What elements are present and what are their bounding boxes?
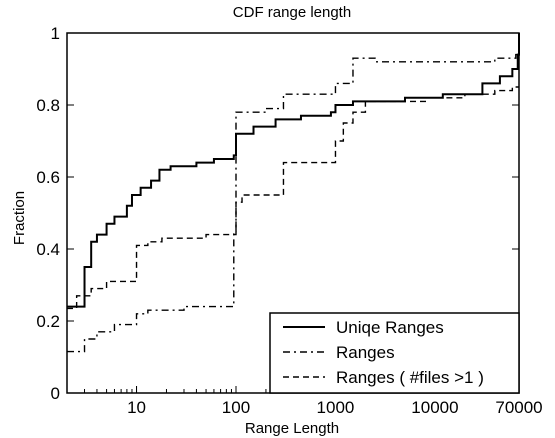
series-line-3 [67,86,519,310]
legend-label: Ranges ( #files >1 ) [336,368,484,387]
x-tick-label: 1000 [317,398,355,417]
legend: Uniqe Ranges Ranges Ranges ( #files >1 ) [269,312,520,394]
series-line-2 [67,53,519,353]
legend-label: Uniqe Ranges [336,318,444,337]
series-line-1 [67,33,520,308]
y-tick-label: 1 [51,24,60,43]
x-tick-label: 100 [222,398,250,417]
y-tick-label: 0.8 [36,96,60,115]
y-tick-label: 0.2 [36,312,60,331]
x-tick-label: 10 [127,398,146,417]
x-tick-label: 70000 [495,398,542,417]
y-axis-ticks: 0 0.2 0.4 0.6 0.8 1 [36,24,519,403]
series-lines [67,33,520,353]
y-tick-label: 0.6 [36,168,60,187]
y-tick-label: 0.4 [36,240,60,259]
x-axis-label: Range Length [245,420,339,437]
y-axis-label: Fraction [11,191,28,245]
y-tick-label: 0 [51,384,60,403]
x-tick-label: 10000 [411,398,458,417]
legend-label: Ranges [336,343,395,362]
chart-title: CDF range length [233,4,351,21]
